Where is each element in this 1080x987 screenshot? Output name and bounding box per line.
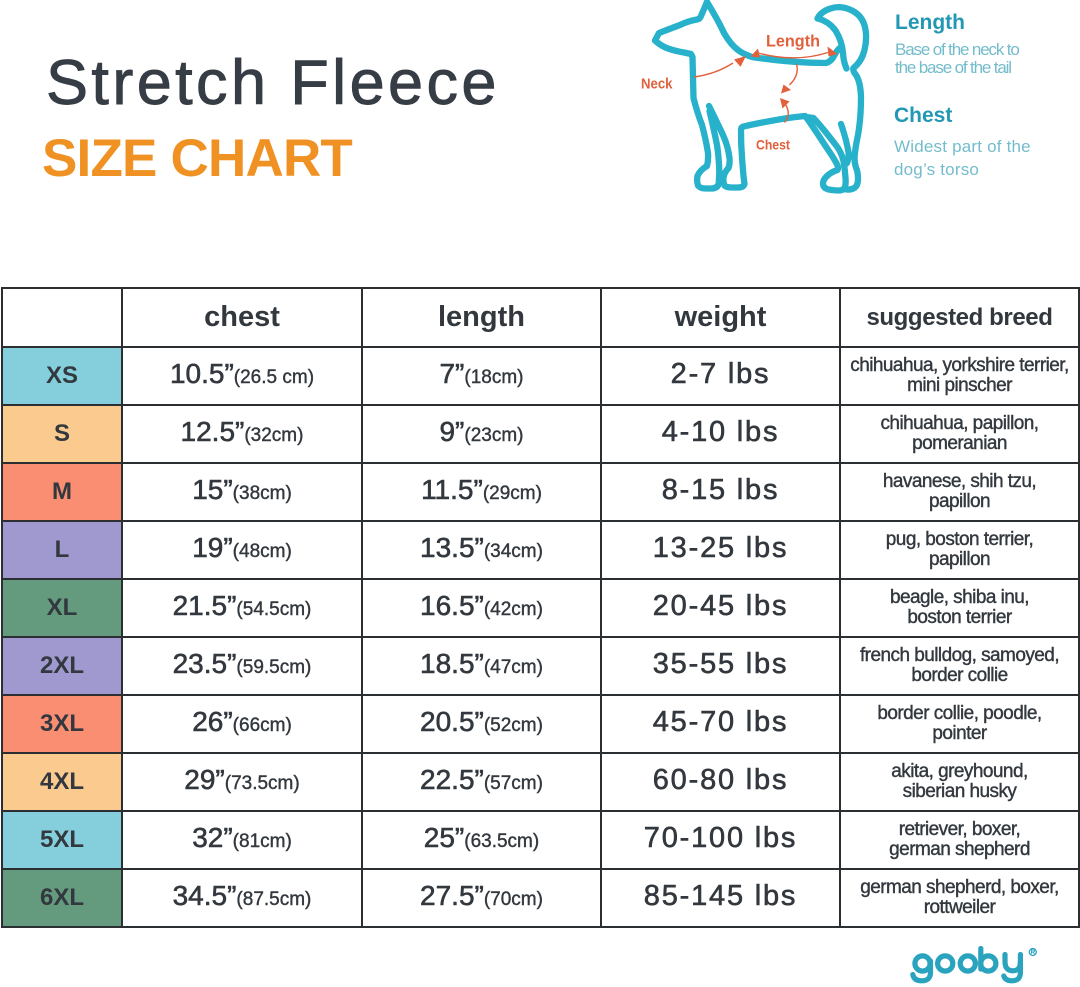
svg-text:Length: Length	[766, 33, 820, 51]
svg-text:Neck: Neck	[641, 77, 673, 93]
svg-text:Chest: Chest	[756, 137, 790, 153]
